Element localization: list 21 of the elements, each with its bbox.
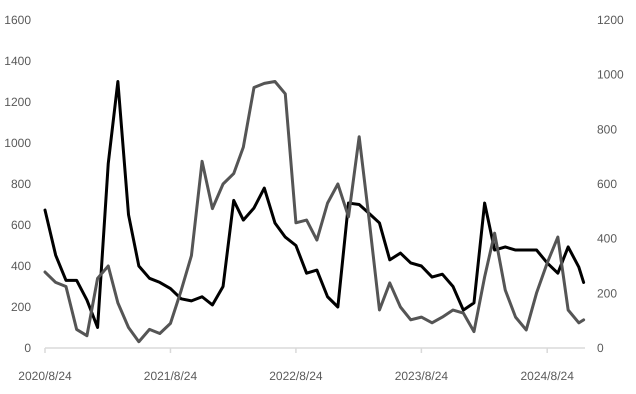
y-tick-label: 1600 (4, 13, 32, 27)
y-tick-label: 200 (10, 300, 32, 314)
y-tick-label: 1400 (4, 54, 32, 68)
y2-tick-label: 1000 (597, 68, 624, 82)
y-tick-label: 1000 (4, 136, 32, 150)
x-tick-label: 2024/8/24 (520, 369, 574, 383)
y2-tick-label: 800 (597, 122, 618, 136)
x-tick-label: 2020/8/24 (18, 369, 72, 383)
y-tick-label: 1200 (4, 95, 32, 109)
y2-tick-label: 400 (597, 232, 618, 246)
x-tick-label: 2023/8/24 (394, 369, 448, 383)
y-tick-label: 0 (24, 341, 32, 355)
x-tick-label: 2021/8/24 (144, 369, 198, 383)
y-tick-label: 600 (10, 218, 32, 232)
y2-tick-label: 200 (597, 286, 618, 300)
y2-tick-label: 1200 (597, 13, 624, 27)
y-tick-label: 800 (10, 177, 32, 191)
y-tick-label: 400 (10, 259, 32, 273)
x-tick-label: 2022/8/24 (269, 369, 323, 383)
y2-tick-label: 600 (597, 177, 618, 191)
y2-tick-label: 0 (597, 341, 604, 355)
